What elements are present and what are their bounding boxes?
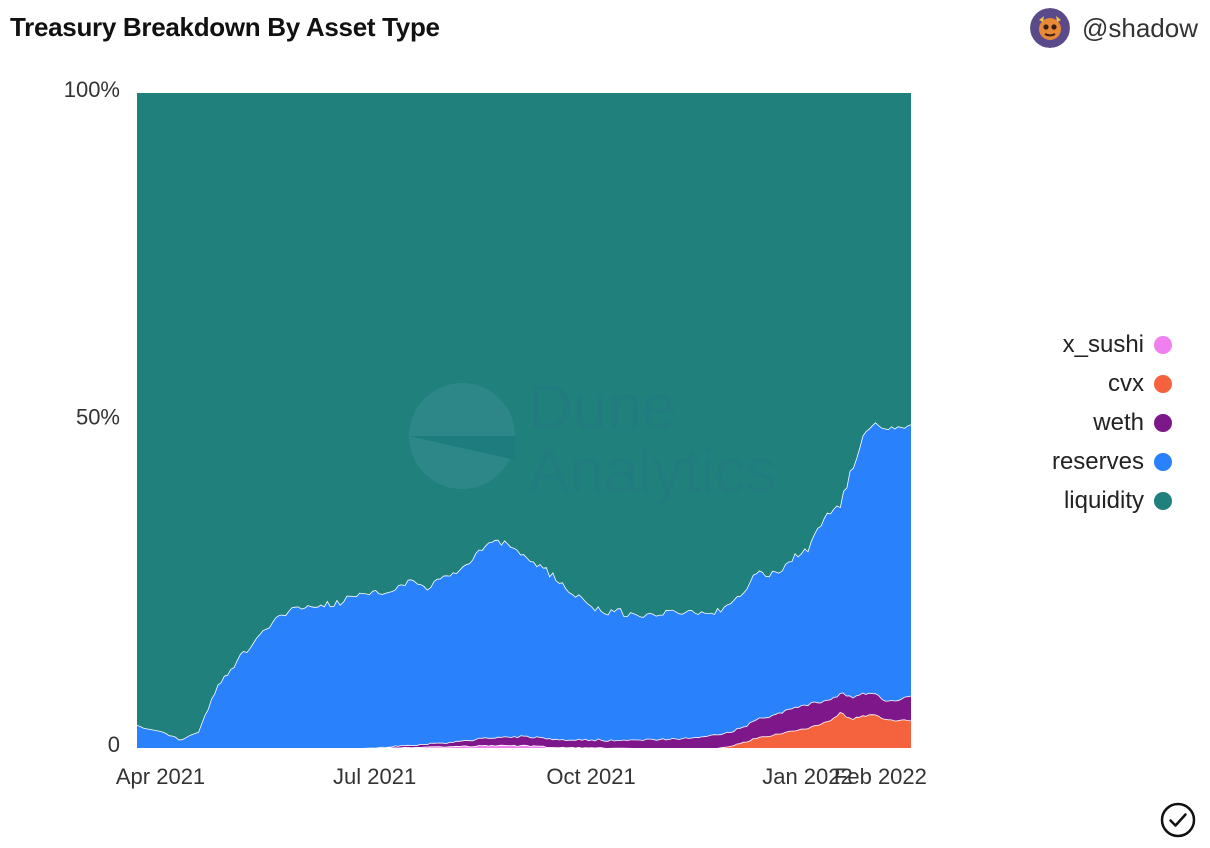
x-tick-label: Oct 2021 — [546, 764, 635, 789]
check-circle-icon[interactable] — [1160, 802, 1196, 838]
legend-label: x_sushi — [1062, 330, 1144, 358]
legend-label: weth — [1093, 408, 1144, 436]
legend-label: cvx — [1108, 369, 1144, 397]
x-tick-label: Jan 2022 — [762, 764, 853, 789]
y-tick-label: 50% — [76, 405, 120, 430]
x-tick-label: Feb 2022 — [834, 764, 927, 789]
x-tick-label: Apr 2021 — [116, 764, 205, 789]
area-cvx[interactable] — [137, 712, 911, 748]
legend-swatch — [1154, 413, 1172, 432]
y-tick-label: 0 — [108, 732, 120, 757]
legend-swatch — [1154, 491, 1172, 510]
area-reserves[interactable] — [137, 422, 911, 748]
legend-item-x-sushi[interactable]: x_sushi — [1052, 325, 1172, 364]
legend-label: reserves — [1051, 447, 1144, 475]
avatar-icon — [1029, 8, 1070, 48]
legend-swatch — [1154, 452, 1172, 471]
watermark-line1: Dune — [528, 373, 676, 442]
legend-item-cvx[interactable]: cvx — [1052, 364, 1172, 403]
legend-item-liquidity[interactable]: liquidity — [1052, 481, 1172, 520]
area-x-sushi[interactable] — [137, 744, 911, 748]
legend-item-weth[interactable]: weth — [1052, 403, 1172, 442]
x-tick-label: Jul 2021 — [333, 764, 416, 789]
legend-item-reserves[interactable]: reserves — [1052, 442, 1172, 481]
author-badge[interactable]: @shadow — [1029, 8, 1198, 48]
chart-title: Treasury Breakdown By Asset Type — [10, 12, 440, 42]
legend-label: liquidity — [1063, 486, 1144, 514]
watermark-line2: Analytics — [528, 437, 776, 506]
legend-swatch — [1154, 335, 1172, 354]
y-tick-label: 100% — [64, 77, 120, 102]
area-liquidity[interactable] — [137, 93, 911, 740]
legend-swatch — [1154, 374, 1172, 393]
author-name: @shadow — [1081, 12, 1198, 43]
